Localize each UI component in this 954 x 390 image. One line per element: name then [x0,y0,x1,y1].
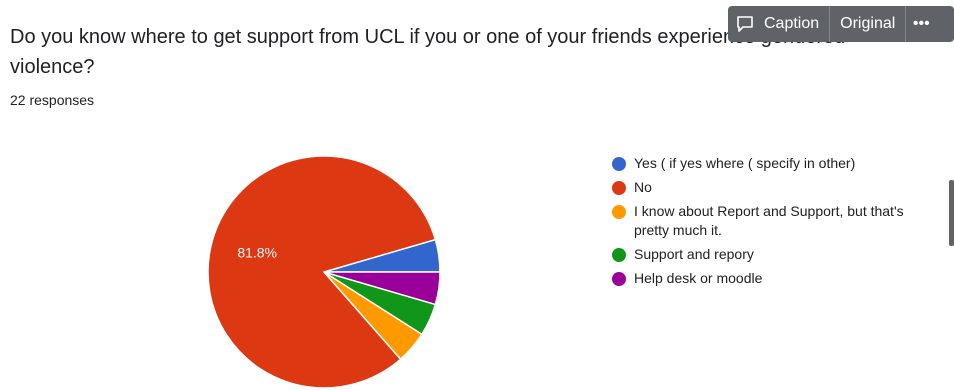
original-button[interactable]: Original [830,6,907,42]
legend-item-yes[interactable]: Yes ( if yes where ( specify in other) [612,154,912,173]
legend-swatch [612,248,626,262]
legend-label: No [634,179,652,195]
scrollbar[interactable] [949,180,954,246]
pie-chart: 81.8% [207,155,441,389]
legend-swatch [612,157,626,171]
legend-item-support-repory[interactable]: Support and repory [612,245,912,264]
question-title: Do you know where to get support from UC… [10,26,846,78]
legend-swatch [612,205,626,219]
response-count: 22 responses [10,92,95,108]
legend-label: Support and repory [634,246,754,262]
more-options-icon[interactable]: ••• [912,15,930,32]
caption-icon[interactable] [728,15,762,33]
legend-label: I know about Report and Support, but tha… [634,203,904,238]
caption-toolbar: Caption Original ••• [728,6,954,42]
chart-legend: Yes ( if yes where ( specify in other) N… [612,154,912,293]
legend-label: Yes ( if yes where ( specify in other) [634,155,856,171]
legend-item-help-desk[interactable]: Help desk or moodle [612,269,912,288]
legend-item-no[interactable]: No [612,178,912,197]
pie-slice-1[interactable] [207,155,437,389]
legend-label: Help desk or moodle [634,270,763,286]
legend-swatch [612,181,626,195]
legend-swatch [612,272,626,286]
caption-button[interactable]: Caption [762,6,831,42]
legend-item-report-support[interactable]: I know about Report and Support, but tha… [612,202,912,240]
slice-percent-label: 81.8% [237,245,277,261]
pie-slice-4[interactable] [323,271,441,306]
